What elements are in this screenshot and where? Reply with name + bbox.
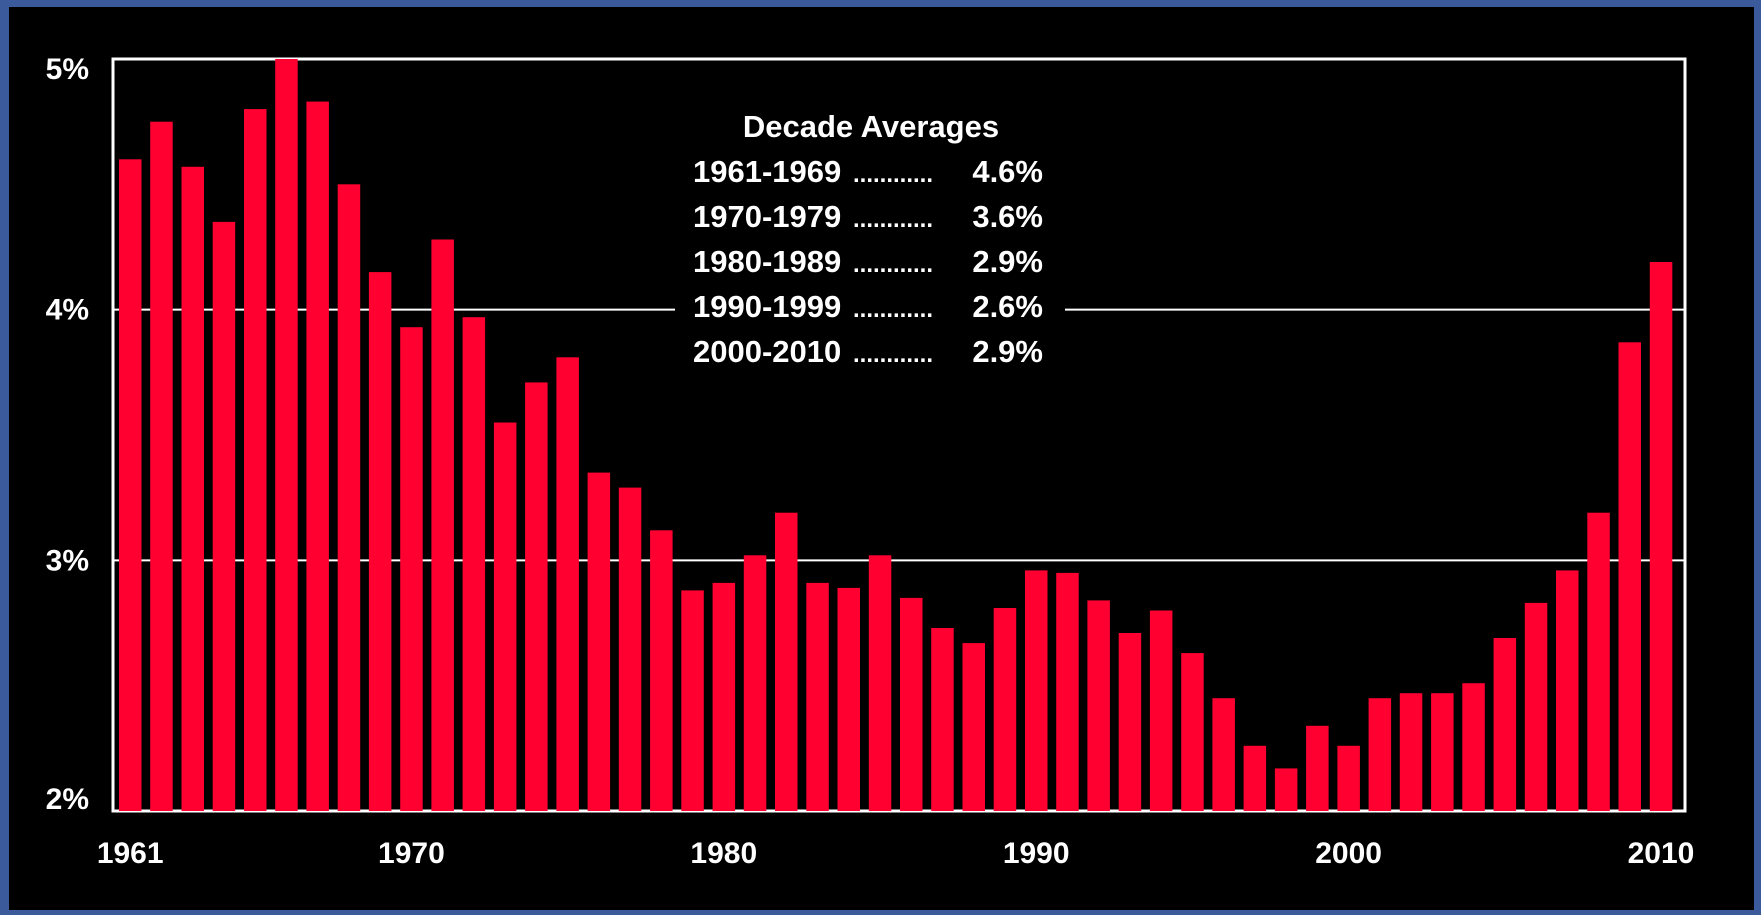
annotation-period: 1980-1989 bbox=[693, 244, 841, 279]
bar-1965 bbox=[244, 109, 267, 812]
x-tick-label: 2000 bbox=[1315, 837, 1382, 870]
x-tick-label: 2010 bbox=[1628, 837, 1695, 870]
bar-1988 bbox=[962, 643, 985, 811]
annotation-dots: ............ bbox=[853, 206, 933, 233]
bar-1992 bbox=[1087, 600, 1110, 811]
y-tick-label: 3% bbox=[46, 544, 89, 577]
bar-1975 bbox=[556, 357, 579, 811]
bar-1968 bbox=[337, 184, 361, 812]
bar-1962 bbox=[150, 121, 173, 811]
bar-1989 bbox=[993, 608, 1017, 811]
annotation-period: 1990-1999 bbox=[693, 289, 841, 324]
bar-1969 bbox=[368, 272, 392, 812]
annotation-heading: Decade Averages bbox=[743, 109, 999, 144]
bar-1994 bbox=[1149, 610, 1173, 811]
annotation-period: 1970-1979 bbox=[693, 199, 841, 234]
bar-1963 bbox=[181, 166, 204, 812]
bar-1971 bbox=[431, 239, 454, 811]
x-tick-label: 1970 bbox=[378, 837, 445, 870]
bar-2001 bbox=[1368, 698, 1392, 811]
bar-1961 bbox=[119, 159, 142, 812]
bar-1964 bbox=[212, 221, 236, 811]
x-tick-label: 1990 bbox=[1003, 837, 1070, 870]
bar-1995 bbox=[1181, 653, 1204, 811]
bar-1973 bbox=[493, 422, 517, 811]
bar-1990 bbox=[1025, 570, 1048, 811]
bar-1998 bbox=[1274, 768, 1298, 811]
bar-chart: 2% 3% 4% 5% 1961 1970 1980 1990 2000 2010 Decade A… bbox=[46, 53, 1695, 870]
x-tick-label: 1980 bbox=[690, 837, 757, 870]
bar-2002 bbox=[1399, 693, 1423, 811]
bar-2005 bbox=[1493, 638, 1517, 811]
annotation-value: 2.9% bbox=[972, 244, 1043, 279]
bar-1985 bbox=[868, 555, 892, 811]
bar-1976 bbox=[587, 472, 611, 811]
bar-2006 bbox=[1524, 602, 1548, 811]
annotation-dots: ............ bbox=[853, 296, 933, 323]
bar-1983 bbox=[806, 582, 829, 811]
annotation-dots: ............ bbox=[853, 251, 933, 278]
bar-2003 bbox=[1431, 693, 1454, 811]
bar-2007 bbox=[1556, 570, 1579, 811]
bar-1981 bbox=[743, 555, 767, 811]
bar-2000 bbox=[1337, 745, 1360, 811]
bar-1996 bbox=[1212, 698, 1235, 811]
chart-frame: 2% 3% 4% 5% 1961 1970 1980 1990 2000 2010 Decade A… bbox=[9, 7, 1754, 910]
annotation-dots: ............ bbox=[853, 341, 933, 368]
annotation-period: 2000-2010 bbox=[693, 334, 841, 369]
bar-1967 bbox=[306, 101, 329, 812]
bar-1970 bbox=[400, 327, 423, 811]
bar-1997 bbox=[1243, 745, 1267, 811]
y-tick-label: 5% bbox=[46, 53, 89, 86]
annotation-period: 1961-1969 bbox=[693, 154, 841, 189]
bar-1972 bbox=[462, 317, 486, 811]
annotation-value: 2.9% bbox=[972, 334, 1043, 369]
bar-1986 bbox=[900, 597, 923, 811]
bar-1991 bbox=[1056, 572, 1079, 811]
bar-1974 bbox=[525, 382, 548, 811]
annotation-value: 4.6% bbox=[972, 154, 1043, 189]
bar-2010 bbox=[1649, 262, 1673, 811]
annotation-value: 3.6% bbox=[972, 199, 1043, 234]
annotation-value: 2.6% bbox=[972, 289, 1043, 324]
bar-1984 bbox=[837, 587, 860, 811]
annotation-dots: ............ bbox=[853, 161, 933, 188]
bar-1987 bbox=[931, 628, 954, 811]
bar-1966 bbox=[275, 59, 298, 811]
bar-1999 bbox=[1306, 725, 1329, 811]
bar-2004 bbox=[1462, 683, 1485, 811]
x-tick-label: 1961 bbox=[97, 837, 164, 870]
y-tick-label: 2% bbox=[46, 783, 89, 816]
plot-border bbox=[111, 57, 1687, 813]
bar-1980 bbox=[712, 582, 736, 811]
bar-1982 bbox=[775, 512, 798, 811]
bar-1979 bbox=[681, 590, 704, 811]
bar-1977 bbox=[618, 487, 642, 811]
bar-1978 bbox=[650, 530, 673, 811]
y-tick-label: 4% bbox=[46, 294, 89, 327]
bar-2009 bbox=[1618, 342, 1641, 811]
bar-1993 bbox=[1118, 633, 1142, 811]
bar-2008 bbox=[1587, 512, 1610, 811]
